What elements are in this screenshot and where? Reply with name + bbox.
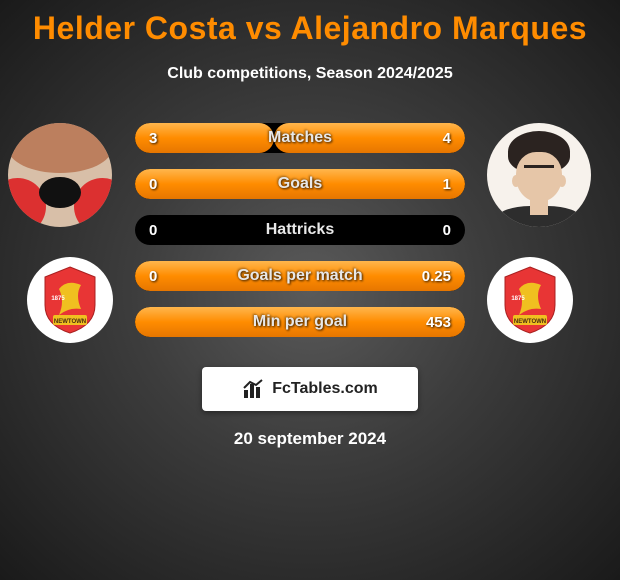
svg-text:1875: 1875 <box>511 296 525 302</box>
stat-bar <box>135 215 465 245</box>
stat-fill-right <box>135 169 465 199</box>
stat-row: Matches34 <box>135 123 465 153</box>
stat-bar <box>135 123 465 153</box>
stat-row: Goals per match00.25 <box>135 261 465 291</box>
stat-fill-right <box>135 261 465 291</box>
stat-row: Goals01 <box>135 169 465 199</box>
stat-row: Min per goal453 <box>135 307 465 337</box>
stats-container: Matches34 Goals01 Hattricks00 Goals per mat… <box>135 123 465 353</box>
stat-fill-right <box>135 307 465 337</box>
bars-icon <box>242 378 266 400</box>
shield-icon: NEWTOWN 1875 <box>41 265 99 335</box>
player-left-avatar <box>8 123 112 227</box>
fctables-logo: FcTables.com <box>202 367 418 411</box>
shield-icon: NEWTOWN 1875 <box>501 265 559 335</box>
crest-text: NEWTOWN <box>54 319 86 325</box>
page-title: Helder Costa vs Alejandro Marques <box>0 0 620 47</box>
stat-bar <box>135 169 465 199</box>
stat-fill-right <box>274 123 465 153</box>
logo-text: FcTables.com <box>272 380 378 398</box>
player-right-avatar <box>487 123 591 227</box>
stat-bar <box>135 261 465 291</box>
stat-fill-left <box>135 123 274 153</box>
player-left-club-crest: NEWTOWN 1875 <box>27 257 113 343</box>
date-text: 20 september 2024 <box>0 429 620 449</box>
player-right-club-crest: NEWTOWN 1875 <box>487 257 573 343</box>
stat-row: Hattricks00 <box>135 215 465 245</box>
stat-bar <box>135 307 465 337</box>
svg-text:NEWTOWN: NEWTOWN <box>514 319 546 325</box>
svg-text:1875: 1875 <box>51 296 65 302</box>
page-subtitle: Club competitions, Season 2024/2025 <box>0 65 620 83</box>
